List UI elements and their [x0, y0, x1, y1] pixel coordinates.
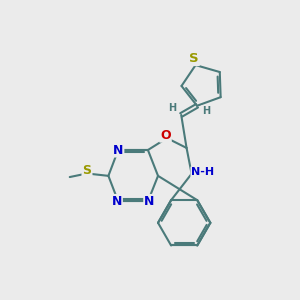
Text: S: S	[82, 164, 91, 177]
Text: N: N	[144, 195, 154, 208]
Text: O: O	[160, 129, 171, 142]
Text: N: N	[113, 143, 123, 157]
Text: N: N	[112, 195, 122, 208]
Text: N-H: N-H	[191, 167, 214, 177]
Text: H: H	[168, 103, 176, 113]
Text: S: S	[189, 52, 199, 65]
Text: H: H	[202, 106, 210, 116]
